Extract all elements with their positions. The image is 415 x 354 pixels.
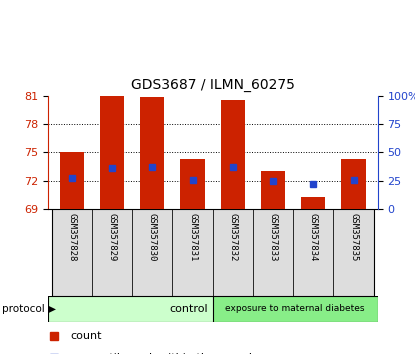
- Text: protocol ▶: protocol ▶: [2, 304, 56, 314]
- Bar: [181, 159, 205, 209]
- FancyBboxPatch shape: [253, 209, 293, 296]
- Bar: [342, 159, 366, 209]
- FancyBboxPatch shape: [213, 209, 253, 296]
- Text: count: count: [71, 331, 103, 341]
- FancyBboxPatch shape: [132, 209, 173, 296]
- FancyBboxPatch shape: [52, 209, 92, 296]
- Text: control: control: [169, 304, 208, 314]
- Bar: [221, 100, 245, 209]
- Text: exposure to maternal diabetes: exposure to maternal diabetes: [225, 304, 365, 313]
- FancyBboxPatch shape: [293, 209, 333, 296]
- Text: GSM357834: GSM357834: [309, 213, 318, 262]
- Bar: [213, 296, 378, 322]
- Bar: [301, 196, 325, 209]
- Text: GSM357832: GSM357832: [228, 213, 237, 262]
- Text: GSM357830: GSM357830: [148, 213, 157, 262]
- Text: percentile rank within the sample: percentile rank within the sample: [71, 353, 259, 354]
- Text: GSM357835: GSM357835: [349, 213, 358, 262]
- Bar: [100, 96, 124, 209]
- FancyBboxPatch shape: [173, 209, 213, 296]
- Bar: [48, 296, 213, 322]
- Title: GDS3687 / ILMN_60275: GDS3687 / ILMN_60275: [131, 78, 295, 92]
- Text: GSM357829: GSM357829: [107, 213, 117, 262]
- Bar: [261, 171, 285, 209]
- Text: GSM357833: GSM357833: [269, 213, 278, 262]
- Text: GSM357831: GSM357831: [188, 213, 197, 262]
- Bar: [60, 152, 84, 209]
- Text: GSM357828: GSM357828: [67, 213, 76, 262]
- FancyBboxPatch shape: [92, 209, 132, 296]
- FancyBboxPatch shape: [333, 209, 374, 296]
- Bar: [140, 97, 164, 209]
